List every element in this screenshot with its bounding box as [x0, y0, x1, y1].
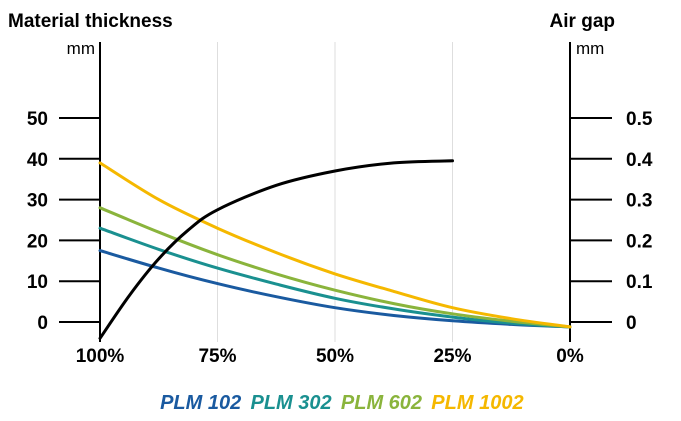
legend-item-plm-1002: PLM 1002 — [431, 392, 523, 414]
axis-text: 0 10 20 30 40 50 0 0.1 0.2 0.3 0.4 0.5 100% 75% 50% 25%… — [8, 11, 653, 367]
grid-lines — [217, 42, 453, 342]
left-tick-label-0: 0 — [37, 313, 48, 334]
series-line-plm-602 — [98, 206, 572, 329]
legend-item-plm-302: PLM 302 — [251, 392, 332, 414]
right-axis-title: Air gap — [550, 11, 615, 32]
right-tick-label-1: 0.1 — [626, 272, 653, 293]
x-tick-label-2: 50% — [316, 346, 354, 367]
series-line-air-gap — [98, 159, 454, 340]
left-tick-label-5: 50 — [27, 109, 48, 130]
series-line-plm-102 — [98, 249, 572, 329]
legend-item-plm-102: PLM 102 — [160, 392, 241, 414]
x-tick-label-3: 25% — [433, 346, 471, 367]
left-axis-title: Material thickness — [8, 11, 173, 32]
right-tick-label-4: 0.4 — [626, 150, 653, 171]
axes — [59, 42, 612, 342]
x-tick-label-4: 0% — [556, 346, 584, 367]
left-axis-unit: mm — [67, 39, 95, 58]
series-lines — [98, 159, 572, 340]
left-tick-label-1: 10 — [27, 272, 48, 293]
legend-item-plm-602: PLM 602 — [341, 392, 422, 414]
x-tick-label-1: 75% — [198, 346, 236, 367]
x-tick-label-0: 100% — [76, 346, 125, 367]
right-tick-label-3: 0.3 — [626, 191, 652, 212]
left-tick-label-4: 40 — [27, 150, 48, 171]
series-line-plm-302 — [98, 226, 572, 329]
right-tick-label-5: 0.5 — [626, 109, 653, 130]
legend: PLM 102 PLM 302 PLM 602 PLM 1002 — [160, 392, 523, 414]
right-axis-unit: mm — [576, 39, 604, 58]
left-tick-label-2: 20 — [27, 231, 48, 252]
series-line-plm-1002 — [98, 161, 572, 329]
left-tick-label-3: 30 — [27, 191, 48, 212]
right-tick-label-2: 0.2 — [626, 231, 652, 252]
right-tick-label-0: 0 — [626, 313, 637, 334]
